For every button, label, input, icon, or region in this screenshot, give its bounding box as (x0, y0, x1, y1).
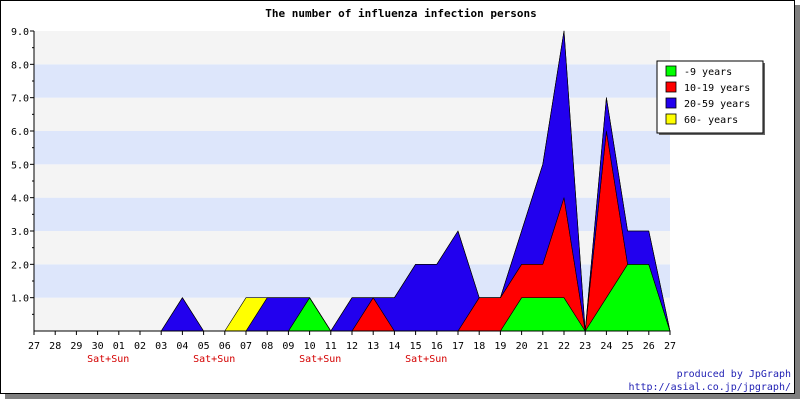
credit-line-1: produced by JpGraph (677, 369, 791, 380)
y-tick-label: 3.0 (11, 227, 29, 238)
x-tick-label: 27 (664, 341, 676, 352)
grid-band (34, 31, 670, 65)
x-tick-label: 30 (92, 341, 104, 352)
x-tick-label: 15 (410, 341, 422, 352)
x-tick-label: 05 (198, 341, 210, 352)
grid-band (34, 97, 670, 131)
x-tick-label: 09 (282, 341, 294, 352)
legend: -9 years 10-19 years 20-59 years 60- years (656, 60, 765, 135)
legend-label: 20-59 years (684, 99, 750, 110)
x-tick-label: 13 (367, 341, 379, 352)
x-tick-label: 12 (346, 341, 358, 352)
y-tick-label: 7.0 (11, 94, 29, 105)
x-tick-label: 25 (622, 341, 634, 352)
chart-svg: 1.0 2.0 3.0 4.0 5.0 6.0 7.0 8.0 9.0 27 28 29 30 01 02 0… (11, 7, 791, 393)
legend-swatch (665, 97, 677, 109)
grid-band (34, 131, 670, 165)
weekend-label: Sat+Sun (405, 354, 447, 365)
x-tick-label: 11 (325, 341, 337, 352)
x-tick-label: 19 (494, 341, 506, 352)
x-tick-label: 18 (473, 341, 485, 352)
legend-swatch (665, 65, 677, 77)
y-tick-label: 2.0 (11, 260, 29, 271)
credit-link[interactable]: http://asial.co.jp/jpgraph/ (628, 382, 791, 393)
y-tick-label: 9.0 (11, 27, 29, 38)
legend-swatch (665, 81, 677, 93)
y-tick-label: 1.0 (11, 294, 29, 305)
x-tick-label: 26 (643, 341, 655, 352)
grid-band (34, 64, 670, 98)
x-tick-label: 14 (388, 341, 400, 352)
y-tick-label: 6.0 (11, 127, 29, 138)
x-tick-label: 01 (113, 341, 125, 352)
x-tick-label: 22 (558, 341, 570, 352)
weekend-label: Sat+Sun (299, 354, 341, 365)
y-tick-label: 8.0 (11, 60, 29, 71)
x-tick-label: 21 (537, 341, 549, 352)
weekend-label: Sat+Sun (87, 354, 129, 365)
x-tick-label: 27 (28, 341, 40, 352)
x-tick-label: 08 (261, 341, 273, 352)
y-tick-label: 5.0 (11, 160, 29, 171)
x-tick-label: 20 (516, 341, 528, 352)
chart-title: The number of influenza infection person… (265, 7, 537, 20)
axes: 1.0 2.0 3.0 4.0 5.0 6.0 7.0 8.0 9.0 27 28 29 30 01 02 0… (11, 27, 676, 365)
x-tick-label: 04 (176, 341, 188, 352)
x-tick-label: 24 (600, 341, 612, 352)
x-tick-label: 16 (431, 341, 443, 352)
x-tick-label: 17 (452, 341, 464, 352)
x-tick-label: 03 (155, 341, 167, 352)
x-tick-label: 29 (70, 341, 82, 352)
x-tick-label: 23 (579, 341, 591, 352)
weekend-label: Sat+Sun (193, 354, 235, 365)
x-tick-label: 07 (240, 341, 252, 352)
x-tick-label: 28 (49, 341, 61, 352)
x-tick-label: 02 (134, 341, 146, 352)
legend-label: 60- years (684, 115, 738, 126)
legend-label: 10-19 years (684, 83, 750, 94)
x-tick-label: 06 (219, 341, 231, 352)
x-tick-label: 10 (304, 341, 316, 352)
y-tick-label: 4.0 (11, 194, 29, 205)
legend-label: -9 years (684, 67, 732, 78)
legend-swatch (665, 113, 677, 125)
chart-frame: 1.0 2.0 3.0 4.0 5.0 6.0 7.0 8.0 9.0 27 28 29 30 01 02 0… (0, 0, 795, 394)
